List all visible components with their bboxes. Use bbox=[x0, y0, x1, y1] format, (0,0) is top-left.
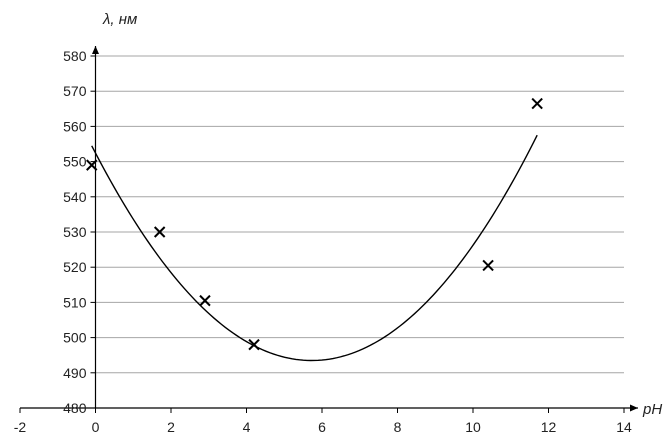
x-axis-arrow bbox=[630, 404, 638, 412]
y-axis-label: λ, нм bbox=[102, 11, 137, 28]
grid-lines bbox=[95, 55, 624, 374]
y-tick-label: 580 bbox=[63, 48, 87, 64]
y-tick-label: 520 bbox=[63, 259, 87, 275]
y-tick-label: 570 bbox=[63, 83, 87, 99]
y-tick-label: 510 bbox=[63, 294, 87, 310]
data-point bbox=[482, 259, 494, 272]
data-point bbox=[199, 294, 211, 307]
data-point bbox=[531, 97, 543, 110]
y-axis-arrow bbox=[92, 46, 99, 54]
data-point bbox=[153, 226, 166, 238]
tick-labels: 480 490 500 510 520 530 540 550 560 570 580 -2 0 2 4 6 8… bbox=[14, 48, 632, 435]
y-tick-label: 500 bbox=[63, 330, 87, 346]
y-tick-label: 490 bbox=[63, 365, 87, 381]
x-axis-label: pH bbox=[642, 401, 662, 418]
data-point bbox=[248, 338, 260, 351]
data-markers bbox=[86, 97, 543, 351]
x-tick-label: 10 bbox=[465, 419, 481, 435]
trendline bbox=[91, 134, 538, 362]
x-tick-label: 0 bbox=[92, 419, 100, 435]
y-tick-label: 530 bbox=[63, 224, 87, 240]
x-tick-label: 8 bbox=[394, 419, 402, 435]
axes bbox=[19, 46, 638, 413]
y-tick-label: 560 bbox=[63, 118, 87, 134]
x-tick-label: 14 bbox=[616, 419, 632, 435]
x-tick-label: 12 bbox=[541, 419, 557, 435]
data-point bbox=[86, 159, 98, 171]
y-tick-label: 550 bbox=[63, 154, 87, 170]
x-tick-label: 6 bbox=[318, 419, 326, 435]
y-tick-label: 480 bbox=[63, 400, 87, 416]
y-tick-label: 540 bbox=[63, 189, 87, 205]
x-tick-label: -2 bbox=[14, 419, 27, 435]
x-tick-label: 2 bbox=[167, 419, 175, 435]
x-tick-label: 4 bbox=[243, 419, 251, 435]
